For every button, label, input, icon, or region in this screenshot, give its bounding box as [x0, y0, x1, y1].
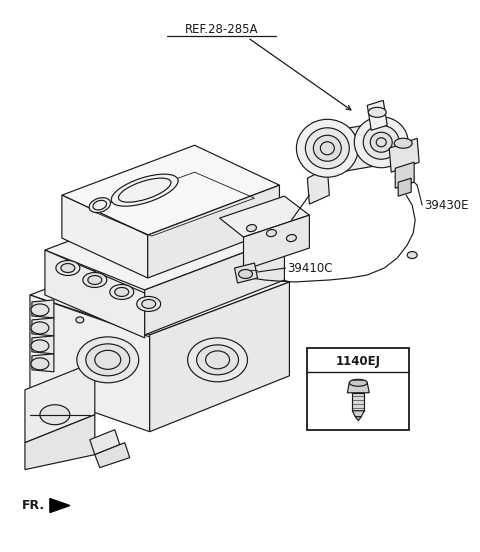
Ellipse shape [363, 125, 399, 159]
Polygon shape [352, 411, 364, 417]
Polygon shape [352, 393, 364, 411]
Ellipse shape [89, 198, 110, 213]
Polygon shape [45, 197, 285, 290]
Ellipse shape [111, 174, 178, 206]
Ellipse shape [305, 128, 349, 169]
Ellipse shape [31, 304, 49, 316]
Ellipse shape [56, 261, 80, 275]
Ellipse shape [110, 284, 134, 299]
Polygon shape [324, 123, 385, 174]
Ellipse shape [31, 340, 49, 352]
Ellipse shape [197, 345, 239, 375]
Ellipse shape [86, 344, 130, 376]
Ellipse shape [61, 263, 75, 273]
Polygon shape [389, 138, 419, 172]
Polygon shape [30, 295, 150, 432]
Ellipse shape [31, 358, 49, 370]
Text: REF.28-285A: REF.28-285A [185, 23, 258, 35]
Polygon shape [367, 100, 387, 130]
Ellipse shape [313, 135, 341, 161]
Ellipse shape [368, 107, 386, 118]
Ellipse shape [266, 230, 276, 237]
Text: 39410C: 39410C [288, 262, 333, 274]
Polygon shape [95, 443, 130, 468]
Ellipse shape [88, 275, 102, 284]
Polygon shape [235, 263, 257, 283]
Ellipse shape [370, 132, 392, 152]
Polygon shape [355, 417, 361, 421]
Ellipse shape [349, 379, 367, 386]
Polygon shape [219, 196, 310, 237]
Polygon shape [45, 250, 144, 338]
Bar [307, 348, 409, 429]
Polygon shape [243, 215, 310, 270]
Text: FR.: FR. [22, 499, 45, 512]
Ellipse shape [394, 138, 412, 148]
Ellipse shape [142, 299, 156, 309]
Ellipse shape [354, 117, 408, 168]
Ellipse shape [83, 273, 107, 288]
Polygon shape [50, 498, 70, 512]
Ellipse shape [76, 317, 84, 323]
Polygon shape [32, 354, 54, 372]
Polygon shape [62, 145, 279, 235]
Ellipse shape [247, 225, 256, 232]
Ellipse shape [188, 338, 248, 382]
Ellipse shape [287, 235, 296, 242]
Polygon shape [398, 178, 411, 196]
Ellipse shape [407, 252, 417, 258]
Polygon shape [395, 162, 414, 188]
Polygon shape [32, 336, 54, 354]
Ellipse shape [31, 322, 49, 334]
Polygon shape [348, 383, 369, 393]
Ellipse shape [137, 296, 161, 311]
Polygon shape [62, 195, 148, 278]
Ellipse shape [40, 405, 70, 424]
Ellipse shape [77, 337, 139, 383]
Polygon shape [32, 318, 54, 336]
Polygon shape [150, 282, 289, 432]
Polygon shape [25, 362, 95, 443]
Polygon shape [144, 237, 285, 335]
Polygon shape [307, 168, 329, 204]
Text: 39430E: 39430E [424, 199, 468, 211]
Ellipse shape [115, 288, 129, 296]
Polygon shape [90, 429, 120, 455]
Polygon shape [148, 185, 279, 278]
Ellipse shape [297, 119, 358, 177]
Text: 1140EJ: 1140EJ [336, 355, 381, 368]
Polygon shape [25, 415, 95, 470]
Polygon shape [30, 242, 289, 335]
Ellipse shape [239, 269, 252, 279]
Polygon shape [32, 300, 54, 318]
